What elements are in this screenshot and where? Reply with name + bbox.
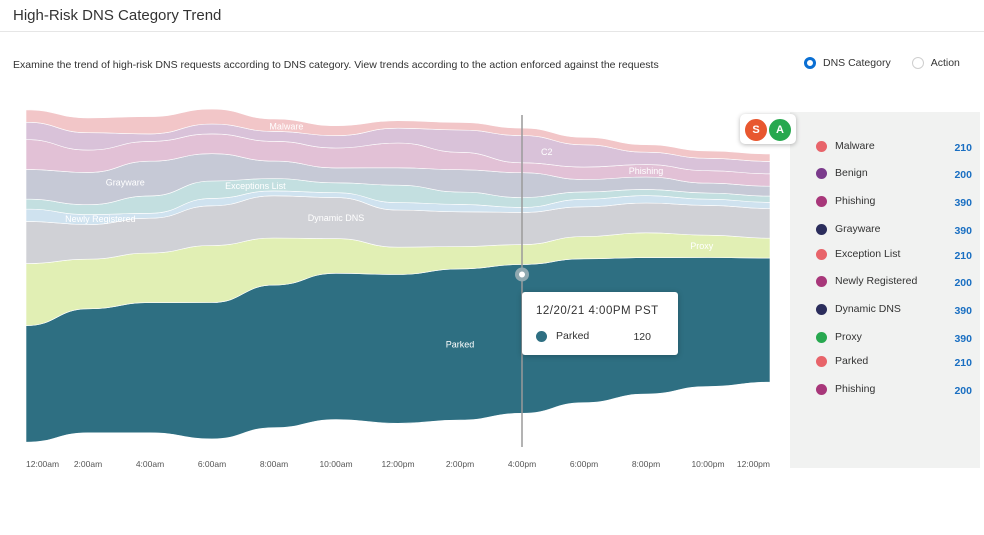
legend-label: Malware — [835, 140, 875, 152]
legend-dot-icon — [816, 384, 827, 395]
stream-label-newly-registered: Newly Registered — [65, 214, 136, 224]
legend-label: Proxy — [835, 331, 862, 343]
legend-item-dynamic-dns[interactable]: Dynamic DNS 390 — [816, 302, 972, 318]
legend-label: Phishing — [835, 195, 876, 207]
legend-dot-icon — [816, 356, 827, 367]
stream-label-c2: C2 — [541, 147, 553, 157]
dns-category-radio-label: DNS Category — [823, 57, 891, 69]
tooltip-series-dot-icon — [536, 331, 547, 342]
x-tick-label: 12:00pm — [737, 459, 770, 469]
stream-label-dynamic-dns: Dynamic DNS — [308, 213, 365, 223]
legend-dot-icon — [816, 141, 827, 152]
legend-label: Phishing — [835, 383, 876, 395]
legend-value: 390 — [954, 333, 972, 345]
legend-dot-icon — [816, 168, 827, 179]
stream-label-proxy: Proxy — [690, 241, 714, 251]
legend-item-proxy[interactable]: Proxy 390 — [816, 330, 972, 346]
legend-label: Newly Registered — [835, 275, 918, 287]
page-description: Examine the trend of high-risk DNS reque… — [13, 59, 659, 71]
x-tick-label: 6:00am — [198, 459, 226, 469]
legend-item-benign[interactable]: Benign 200 — [816, 166, 972, 182]
tooltip-series-value: 120 — [633, 331, 651, 343]
legend-item-phishing-2[interactable]: Phishing 200 — [816, 382, 972, 398]
legend-value: 390 — [954, 305, 972, 317]
legend-item-phishing[interactable]: Phishing 390 — [816, 194, 972, 210]
x-tick-label: 8:00am — [260, 459, 288, 469]
x-tick-label: 12:00am — [26, 459, 59, 469]
stream-label-parked: Parked — [446, 340, 475, 350]
stream-label-phishing: Phishing — [629, 166, 664, 176]
x-tick-label: 2:00am — [74, 459, 102, 469]
category-trend-chart[interactable]: Parked Proxy Dynamic DNS Newly Registered Ex… — [0, 100, 790, 480]
legend-dot-icon — [816, 276, 827, 287]
avatar-s[interactable]: S — [744, 118, 768, 142]
avatar-a[interactable]: A — [768, 118, 792, 142]
legend-label: Grayware — [835, 223, 881, 235]
radio-selected-icon — [804, 57, 816, 69]
dns-category-radio[interactable]: DNS Category — [804, 57, 891, 69]
legend-value: 200 — [954, 169, 972, 181]
legend-dot-icon — [816, 249, 827, 260]
legend-value: 200 — [954, 385, 972, 397]
legend-label: Exception List — [835, 248, 901, 260]
x-tick-label: 2:00pm — [446, 459, 474, 469]
stream-label-malware: Malware — [269, 121, 303, 131]
legend-label: Benign — [835, 167, 868, 179]
legend-value: 390 — [954, 225, 972, 237]
legend-item-parked[interactable]: Parked 210 — [816, 354, 972, 370]
legend-dot-icon — [816, 332, 827, 343]
tooltip-series-name: Parked — [556, 330, 590, 342]
legend-dot-icon — [816, 196, 827, 207]
legend-label: Parked — [835, 355, 869, 367]
action-radio-label: Action — [930, 57, 960, 69]
stream-malware[interactable] — [25, 108, 771, 162]
legend-label: Dynamic DNS — [835, 303, 901, 315]
x-tick-label: 12:00pm — [381, 459, 414, 469]
legend-value: 390 — [954, 197, 972, 209]
legend-value: 210 — [954, 142, 972, 154]
action-radio[interactable]: Action — [911, 57, 960, 69]
legend-item-malware[interactable]: Malware 210 — [816, 139, 972, 155]
legend-item-grayware[interactable]: Grayware 390 — [816, 222, 972, 238]
header-divider — [0, 31, 984, 32]
legend-dot-icon — [816, 224, 827, 235]
legend-dot-icon — [816, 304, 827, 315]
chart-tooltip: 12/20/21 4:00PM PST Parked 120 — [522, 292, 678, 355]
stream-label-grayware: Grayware — [106, 178, 145, 188]
legend-value: 210 — [954, 250, 972, 262]
x-tick-label: 10:00pm — [691, 459, 724, 469]
x-tick-label: 4:00am — [136, 459, 164, 469]
legend-item-newly-registered[interactable]: Newly Registered 200 — [816, 274, 972, 290]
legend-value: 210 — [954, 357, 972, 369]
x-tick-label: 10:00am — [319, 459, 352, 469]
page-title: High-Risk DNS Category Trend — [13, 7, 222, 24]
hover-marker[interactable] — [515, 267, 529, 282]
x-tick-label: 6:00pm — [570, 459, 598, 469]
legend-item-exception-list[interactable]: Exception List 210 — [816, 247, 972, 263]
x-tick-label: 4:00pm — [508, 459, 536, 469]
legend-panel: Malware 210 Benign 200 Phishing 390 Gray… — [790, 112, 980, 468]
stream-label-exceptions-list: Exceptions List — [225, 181, 286, 191]
legend-value: 200 — [954, 277, 972, 289]
radio-unselected-icon — [911, 57, 924, 69]
view-toggle: DNS Category Action — [804, 57, 960, 69]
x-tick-label: 8:00pm — [632, 459, 660, 469]
user-avatars: S A — [740, 114, 796, 144]
tooltip-title: 12/20/21 4:00PM PST — [536, 305, 659, 317]
